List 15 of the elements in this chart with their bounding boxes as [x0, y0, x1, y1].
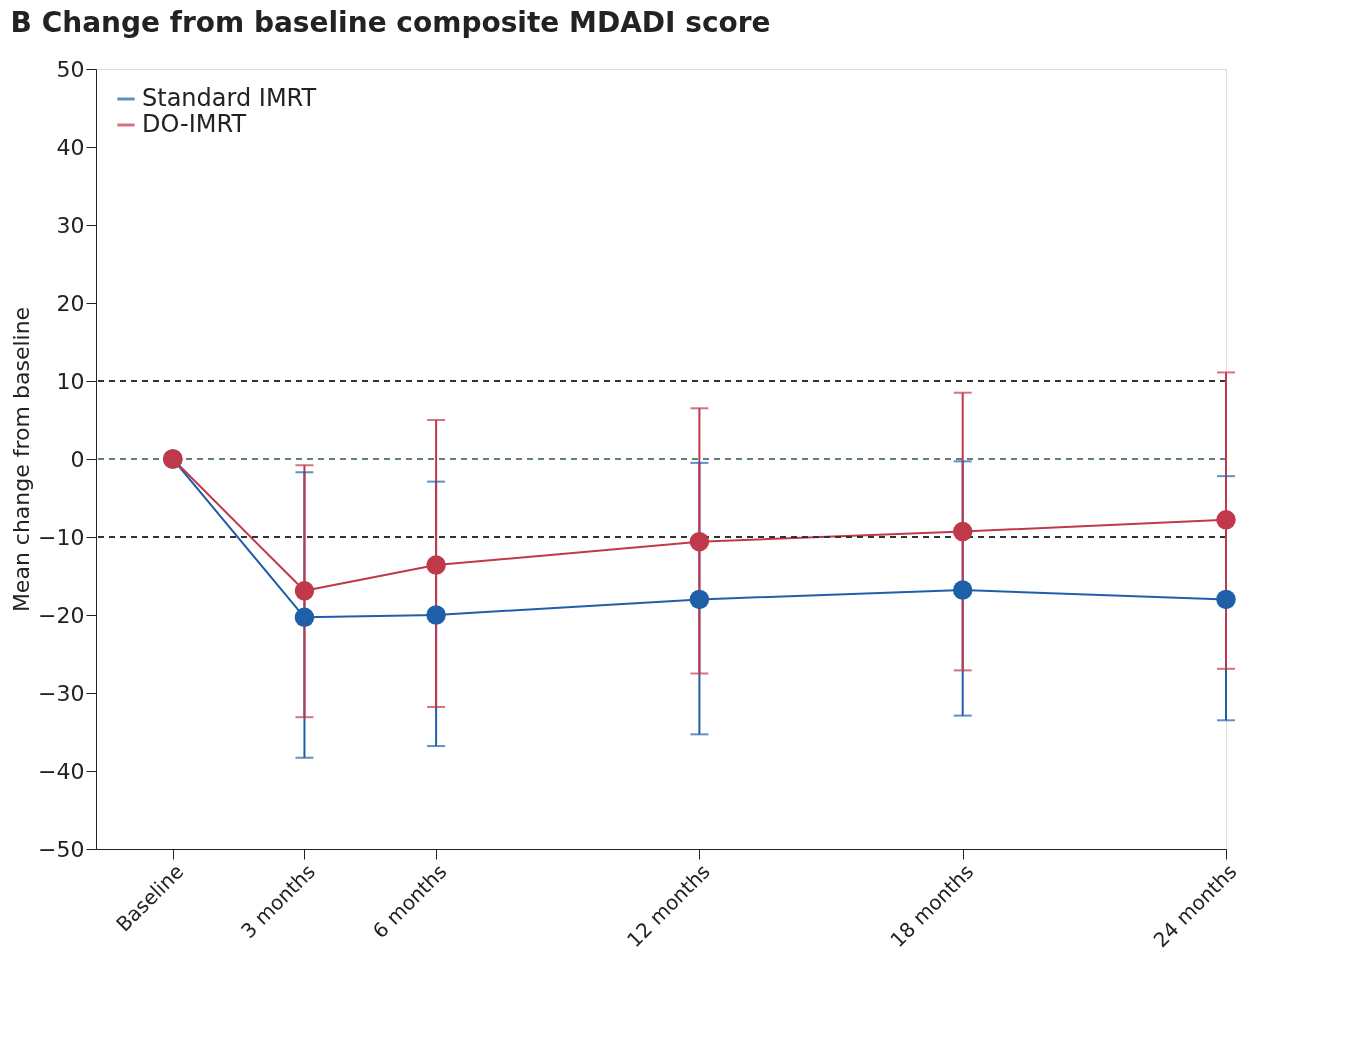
y-tick-label: 0: [70, 446, 85, 472]
y-tick-label: 10: [56, 368, 85, 394]
y-tick-label: −40: [38, 758, 85, 784]
y-tick-label: −30: [38, 680, 85, 706]
y-tick-label: −10: [38, 524, 85, 550]
y-tick-label: 20: [56, 290, 85, 316]
y-tick-label: −50: [38, 836, 85, 862]
chart-title: B Change from baseline composite MDADI score: [10, 6, 771, 39]
y-tick-label: −20: [38, 602, 85, 628]
y-tick-label: 50: [56, 56, 85, 82]
y-axis-title: Mean change from baseline: [9, 306, 35, 613]
legend-label: DO-IMRT: [142, 110, 247, 138]
legend-label: Standard IMRT: [142, 84, 317, 112]
y-tick-label: 40: [56, 134, 85, 160]
y-tick-label: 30: [56, 212, 85, 238]
